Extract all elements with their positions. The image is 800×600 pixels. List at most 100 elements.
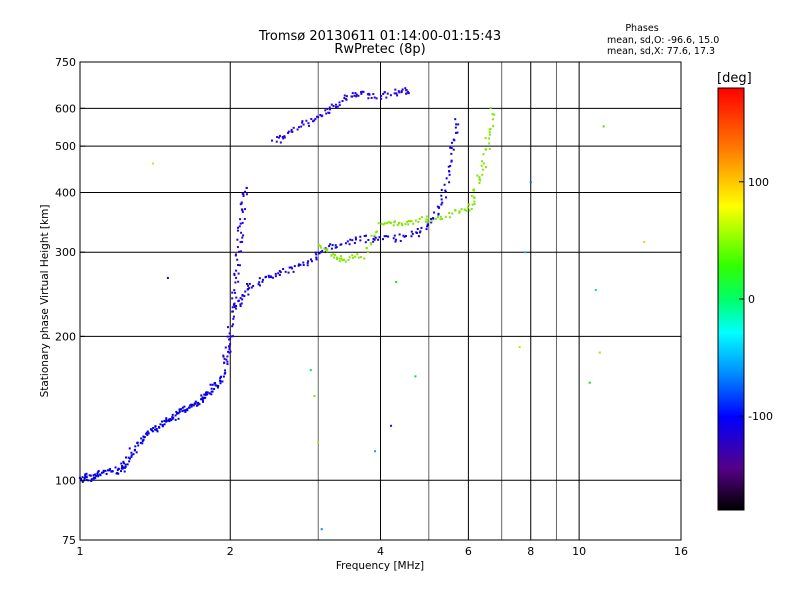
stats-header: Phases xyxy=(625,23,658,34)
echo-point xyxy=(174,414,177,417)
chart-title: Tromsø 20130611 01:14:00-01:15:43 xyxy=(258,29,501,44)
echo-point xyxy=(235,304,238,307)
echo-point xyxy=(186,409,189,412)
echo-point xyxy=(154,428,157,431)
echo-point xyxy=(90,478,93,481)
echo-point xyxy=(156,430,159,433)
echo-point xyxy=(96,474,99,477)
echo-point xyxy=(87,479,90,482)
echo-point xyxy=(205,391,208,394)
echo-point xyxy=(489,107,492,110)
echo-point xyxy=(473,189,476,192)
echo-point xyxy=(231,297,234,300)
echo-point xyxy=(407,223,410,226)
echo-point xyxy=(441,201,444,204)
echo-point xyxy=(240,202,243,205)
echo-point xyxy=(336,258,339,261)
echo-point xyxy=(367,97,370,100)
echo-point xyxy=(325,112,328,115)
echo-point xyxy=(243,295,246,298)
echo-point xyxy=(374,231,377,234)
echo-point xyxy=(370,234,373,237)
echo-point xyxy=(335,246,338,249)
echo-point xyxy=(389,94,392,97)
echo-point xyxy=(416,227,419,230)
echo-point xyxy=(351,92,354,95)
echo-point xyxy=(319,244,322,247)
echo-point xyxy=(237,280,240,283)
echo-point xyxy=(240,208,243,211)
echo-point xyxy=(313,119,316,122)
echo-point xyxy=(278,273,281,276)
echo-point xyxy=(417,220,420,223)
echo-point xyxy=(331,244,334,247)
echo-point xyxy=(330,254,333,257)
echo-point xyxy=(367,92,370,95)
echo-point xyxy=(451,212,454,215)
echo-point xyxy=(240,302,243,305)
echo-point xyxy=(278,136,281,139)
echo-point xyxy=(450,160,453,163)
echo-point xyxy=(396,224,399,227)
echo-point xyxy=(344,260,347,263)
echo-point xyxy=(412,222,415,225)
echo-point xyxy=(237,299,240,302)
echo-point xyxy=(191,403,194,406)
echo-point xyxy=(96,472,99,475)
echo-point xyxy=(393,92,396,95)
echo-point xyxy=(178,408,181,411)
echo-point xyxy=(321,114,324,117)
echo-point xyxy=(239,303,242,306)
echo-point xyxy=(465,209,468,212)
echo-point xyxy=(392,237,395,240)
echo-point xyxy=(484,137,487,140)
echo-point xyxy=(186,408,189,411)
echo-point xyxy=(299,263,302,266)
echo-point xyxy=(234,281,237,284)
echo-point xyxy=(84,473,87,476)
echo-point xyxy=(281,135,284,138)
y-tick-label: 400 xyxy=(55,186,76,199)
echo-point xyxy=(226,360,229,363)
echo-point xyxy=(440,188,443,191)
echo-point xyxy=(274,275,277,278)
echo-point xyxy=(323,247,326,250)
echo-point xyxy=(348,256,351,259)
echo-point xyxy=(201,399,204,402)
echo-point xyxy=(518,346,521,349)
echo-point xyxy=(234,254,237,257)
echo-point xyxy=(386,92,389,95)
echo-point xyxy=(226,335,229,338)
echo-point xyxy=(243,208,246,211)
echo-point xyxy=(345,98,348,101)
echo-point xyxy=(176,411,179,414)
echo-point xyxy=(448,216,451,219)
echo-point xyxy=(444,215,447,218)
echo-point xyxy=(139,441,142,444)
echo-point xyxy=(349,238,352,241)
echo-point xyxy=(364,241,367,244)
echo-point xyxy=(319,246,322,249)
echo-point xyxy=(236,246,239,249)
echo-point xyxy=(480,160,483,163)
echo-point xyxy=(356,253,359,256)
echo-point xyxy=(150,429,153,432)
echo-point xyxy=(400,90,403,93)
echo-point xyxy=(397,90,400,93)
echo-point xyxy=(437,206,440,209)
echo-point xyxy=(292,270,295,273)
echo-point xyxy=(386,222,389,225)
echo-point xyxy=(238,225,241,228)
echo-point xyxy=(383,222,386,225)
echo-point xyxy=(454,209,457,212)
echo-point xyxy=(481,168,484,171)
echo-point xyxy=(318,252,321,255)
echo-point xyxy=(297,263,300,266)
echo-point xyxy=(241,240,244,243)
echo-point xyxy=(241,210,244,213)
echo-point xyxy=(334,244,337,247)
echo-point xyxy=(213,387,216,390)
echo-point xyxy=(275,140,278,143)
echo-point xyxy=(588,381,591,384)
